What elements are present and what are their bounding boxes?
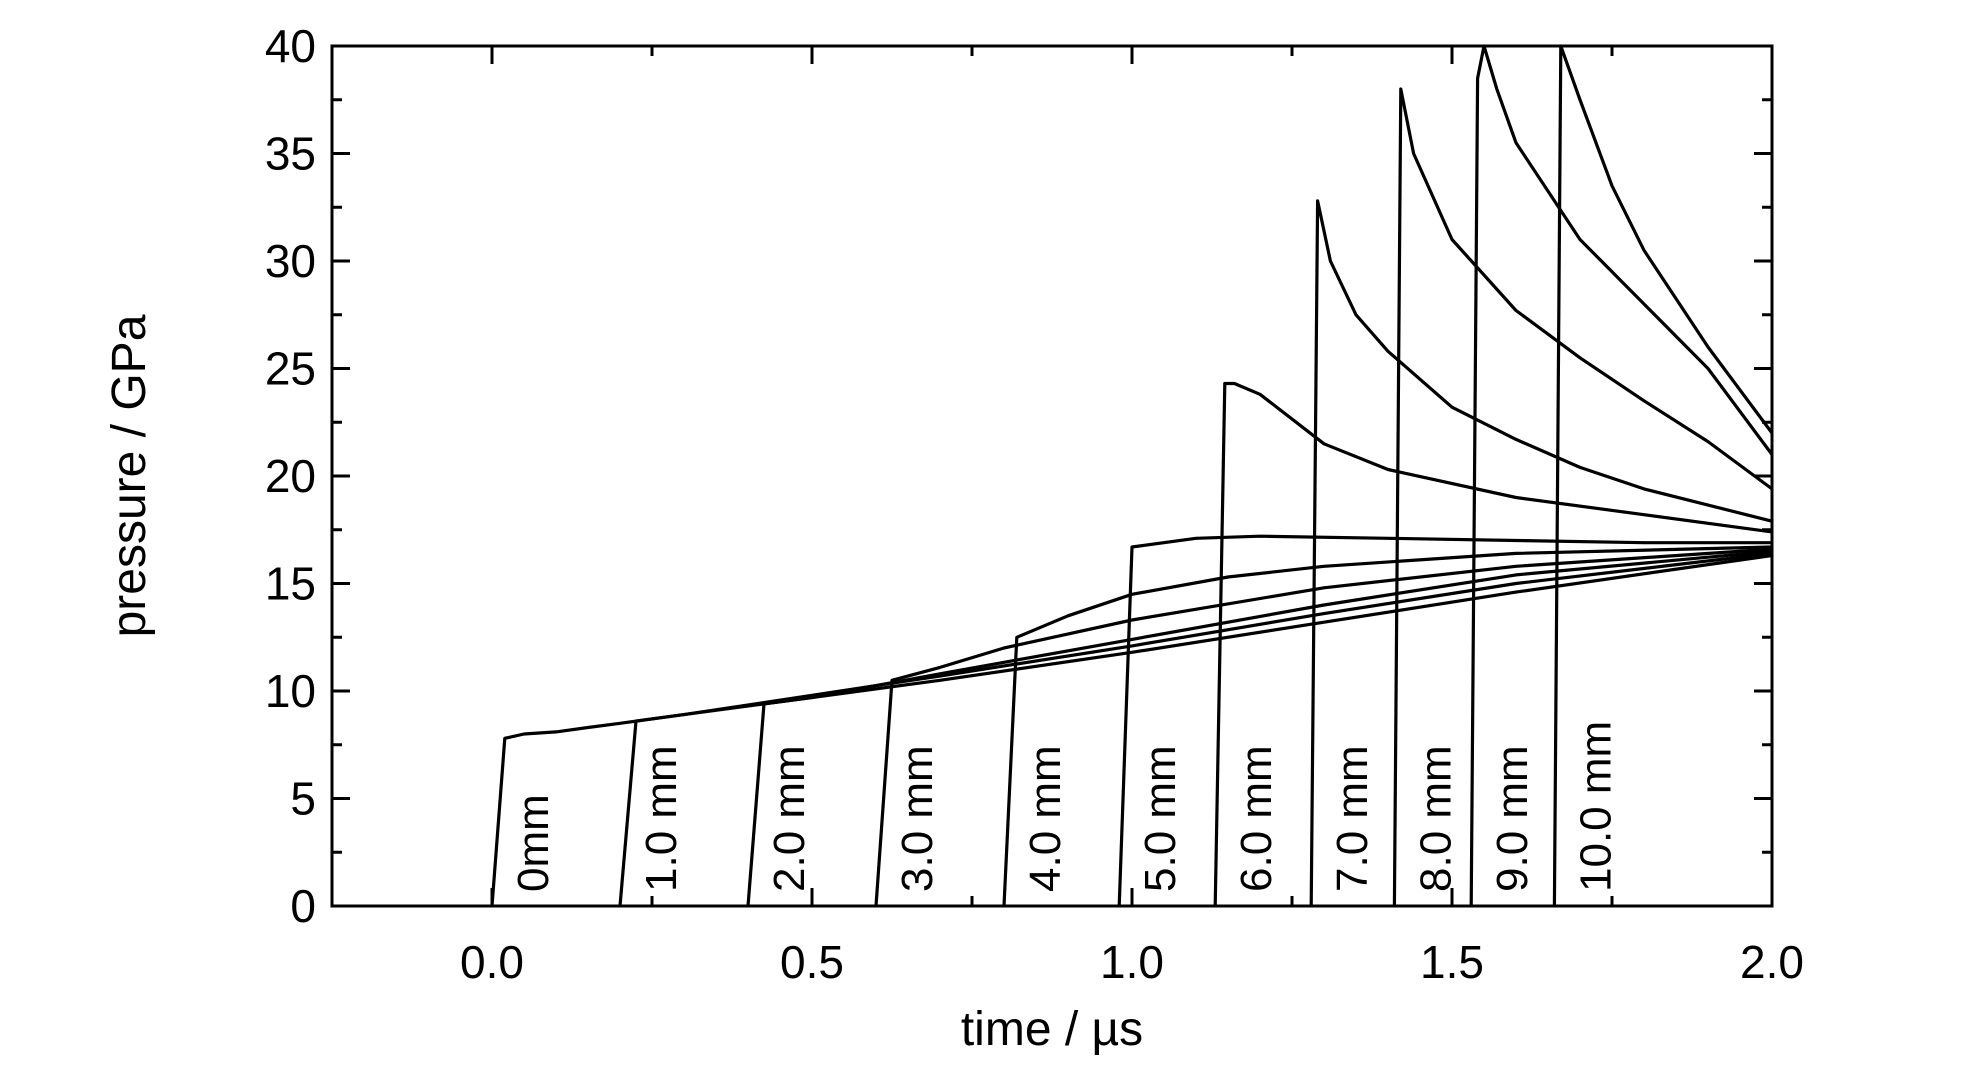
series-line [618,551,1773,907]
series-label: 4.0 mm [1021,745,1070,892]
series-label: 0mm [509,794,558,892]
y-tick-label: 40 [265,20,316,72]
series-line [1117,534,1772,907]
series-label: 3.0 mm [893,745,942,892]
series-label: 9.0 mm [1488,745,1537,892]
series-lines [490,44,1774,907]
series-line [874,547,1773,907]
series-line [1552,44,1774,907]
x-tick-label: 2.0 [1740,936,1804,988]
y-axis: 0 5 10 15 20 25 30 35 40 [265,20,1772,932]
series-label: 5.0 mm [1136,745,1185,892]
series-label: 8.0 mm [1411,745,1460,892]
x-tick-label: 0.0 [460,936,524,988]
series-line [1213,381,1773,907]
y-tick-label: 5 [290,773,316,825]
series-line [1469,44,1774,907]
series-labels: 0mm 1.0 mm 2.0 mm 3.0 mm 4.0 mm 5.0 mm 6.0 mm 7… [509,721,1620,892]
x-axis: 0.0 0.5 1.0 1.5 2.0 [330,46,1804,988]
series-line [746,549,1773,907]
series-line [1309,199,1773,907]
y-axis-title: pressure / GPa [103,314,156,637]
series-label: 1.0 mm [637,745,686,892]
x-tick-label: 1.0 [1100,936,1164,988]
y-tick-label: 25 [265,343,316,395]
x-axis-title: time / µs [961,1003,1143,1056]
series-line [1392,87,1773,907]
y-tick-label: 35 [265,128,316,180]
y-tick-label: 30 [265,235,316,287]
y-tick-label: 0 [290,880,316,932]
series-label: 6.0 mm [1232,745,1281,892]
x-tick-label: 1.5 [1420,936,1484,988]
series-label: 10.0 mm [1571,721,1620,892]
y-tick-label: 15 [265,558,316,610]
y-tick-label: 20 [265,450,316,502]
series-label: 2.0 mm [765,745,814,892]
series-line [1002,545,1773,907]
y-tick-label: 10 [265,665,316,717]
x-tick-label: 0.5 [780,936,844,988]
series-label: 7.0 mm [1328,745,1377,892]
